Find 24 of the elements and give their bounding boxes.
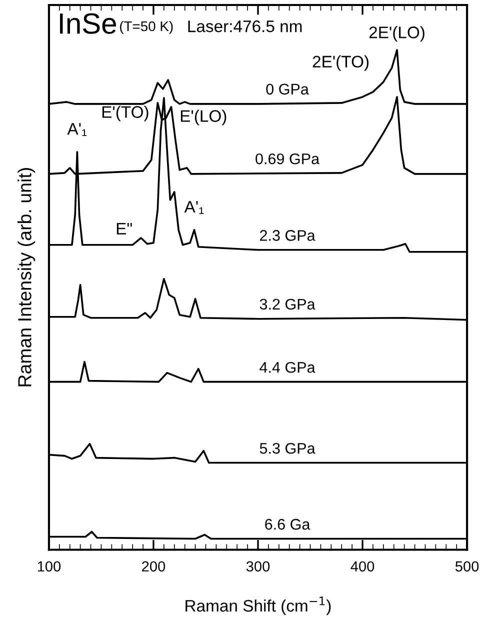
y-axis-title: Raman Intensity (arb. unit) xyxy=(18,168,36,386)
x-tick-label: 400 xyxy=(350,561,374,572)
annotation: A'₁ xyxy=(67,123,87,136)
series-label: 2.3 GPa xyxy=(260,230,316,241)
x-axis-title: Raman Shift (cm$^{−1}$) xyxy=(186,596,331,616)
x-tick-label: 300 xyxy=(246,561,270,572)
annotation: 2E'(TO) xyxy=(312,55,369,71)
annotation: A'₁ xyxy=(184,201,204,214)
x-tick-label: 200 xyxy=(142,561,166,572)
annotation: 2E'(LO) xyxy=(369,26,424,42)
series-label: 4.4 GPa xyxy=(260,362,316,373)
series-label: 3.2 GPa xyxy=(260,298,316,310)
x-tick-label: 100 xyxy=(38,561,61,572)
x-tick-label: 500 xyxy=(455,561,479,572)
series-label: 6.6 Ga xyxy=(265,518,310,530)
annotation: E" xyxy=(116,222,132,234)
series-label: 0 GPa xyxy=(266,84,309,95)
series-label: 0.69 GPa xyxy=(256,153,320,164)
series-label: 5.3 GPa xyxy=(260,442,316,454)
chart-title: InSe xyxy=(60,13,116,34)
text: Laser:476.5 nm xyxy=(188,20,302,32)
annotation: E'(LO) xyxy=(180,110,226,126)
chart-subtitle: (T=50 K) xyxy=(120,20,173,34)
annotation: E'(TO) xyxy=(102,106,148,122)
